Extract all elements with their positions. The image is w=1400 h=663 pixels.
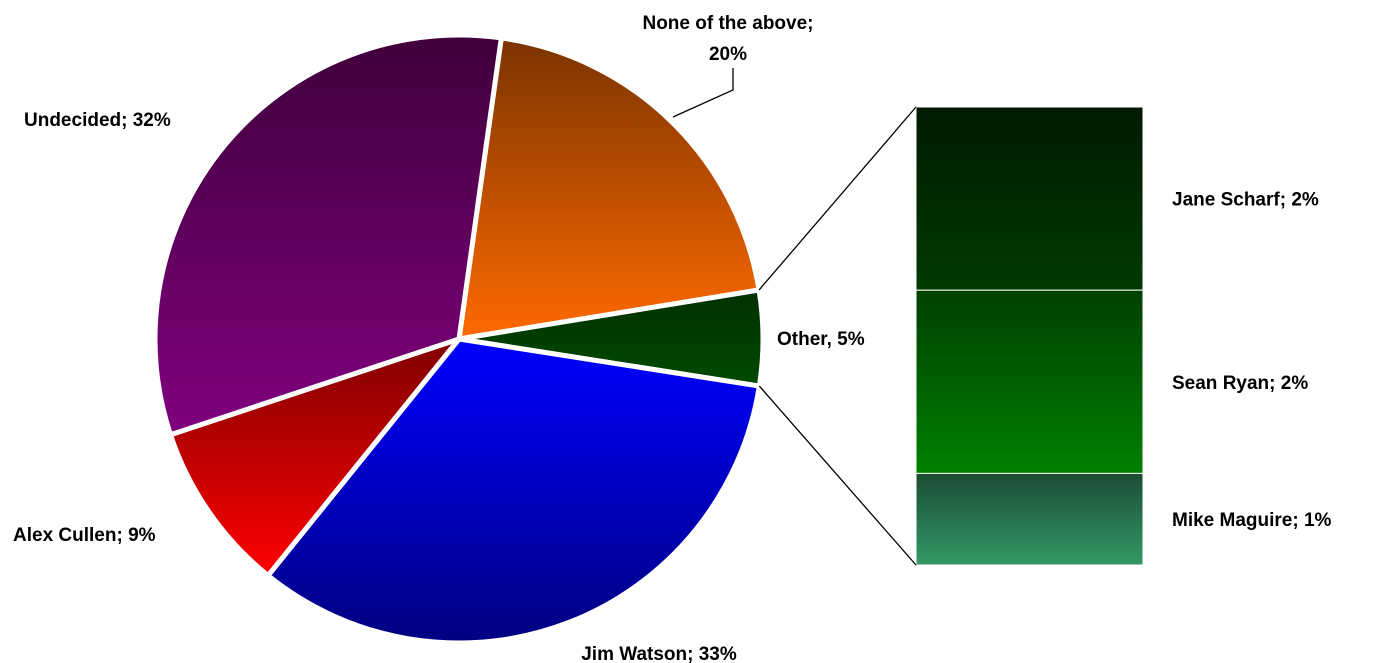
connector-lines <box>758 106 917 566</box>
data-label-jim-watson: Jim Watson; 33% <box>581 644 737 663</box>
pie-slice-undecided <box>152 32 504 438</box>
bar-segment-jane-scharf <box>915 106 1144 291</box>
leader-line-none-of-the-above <box>672 68 734 118</box>
data-label-alex-cullen: Alex Cullen; 9% <box>13 525 156 546</box>
pie-slices <box>152 32 766 646</box>
data-labels: None of the above; 20% Other, 5% Jim Watson… <box>13 13 1332 663</box>
data-label-undecided: Undecided; 32% <box>24 110 171 131</box>
data-label-other: Other, 5% <box>777 329 865 350</box>
bar-segment-mike-maguire <box>915 472 1144 566</box>
data-label-mike-maguire: Mike Maguire; 1% <box>1172 510 1332 531</box>
connector-line-top <box>758 106 917 291</box>
pie-slice-alex-cullen <box>167 336 462 579</box>
data-label-none-of-the-above: None of the above; 20% <box>642 13 813 65</box>
pie-slice-jim-watson <box>265 336 762 646</box>
data-label-jane-scharf: Jane Scharf; 2% <box>1172 190 1319 211</box>
pie-slice-none-of-the-above <box>456 35 762 342</box>
bar-segment-sean-ryan <box>915 289 1144 474</box>
data-label-sean-ryan: Sean Ryan; 2% <box>1172 373 1308 394</box>
connector-line-bottom <box>758 385 917 566</box>
breakdown-bar <box>915 106 1144 566</box>
